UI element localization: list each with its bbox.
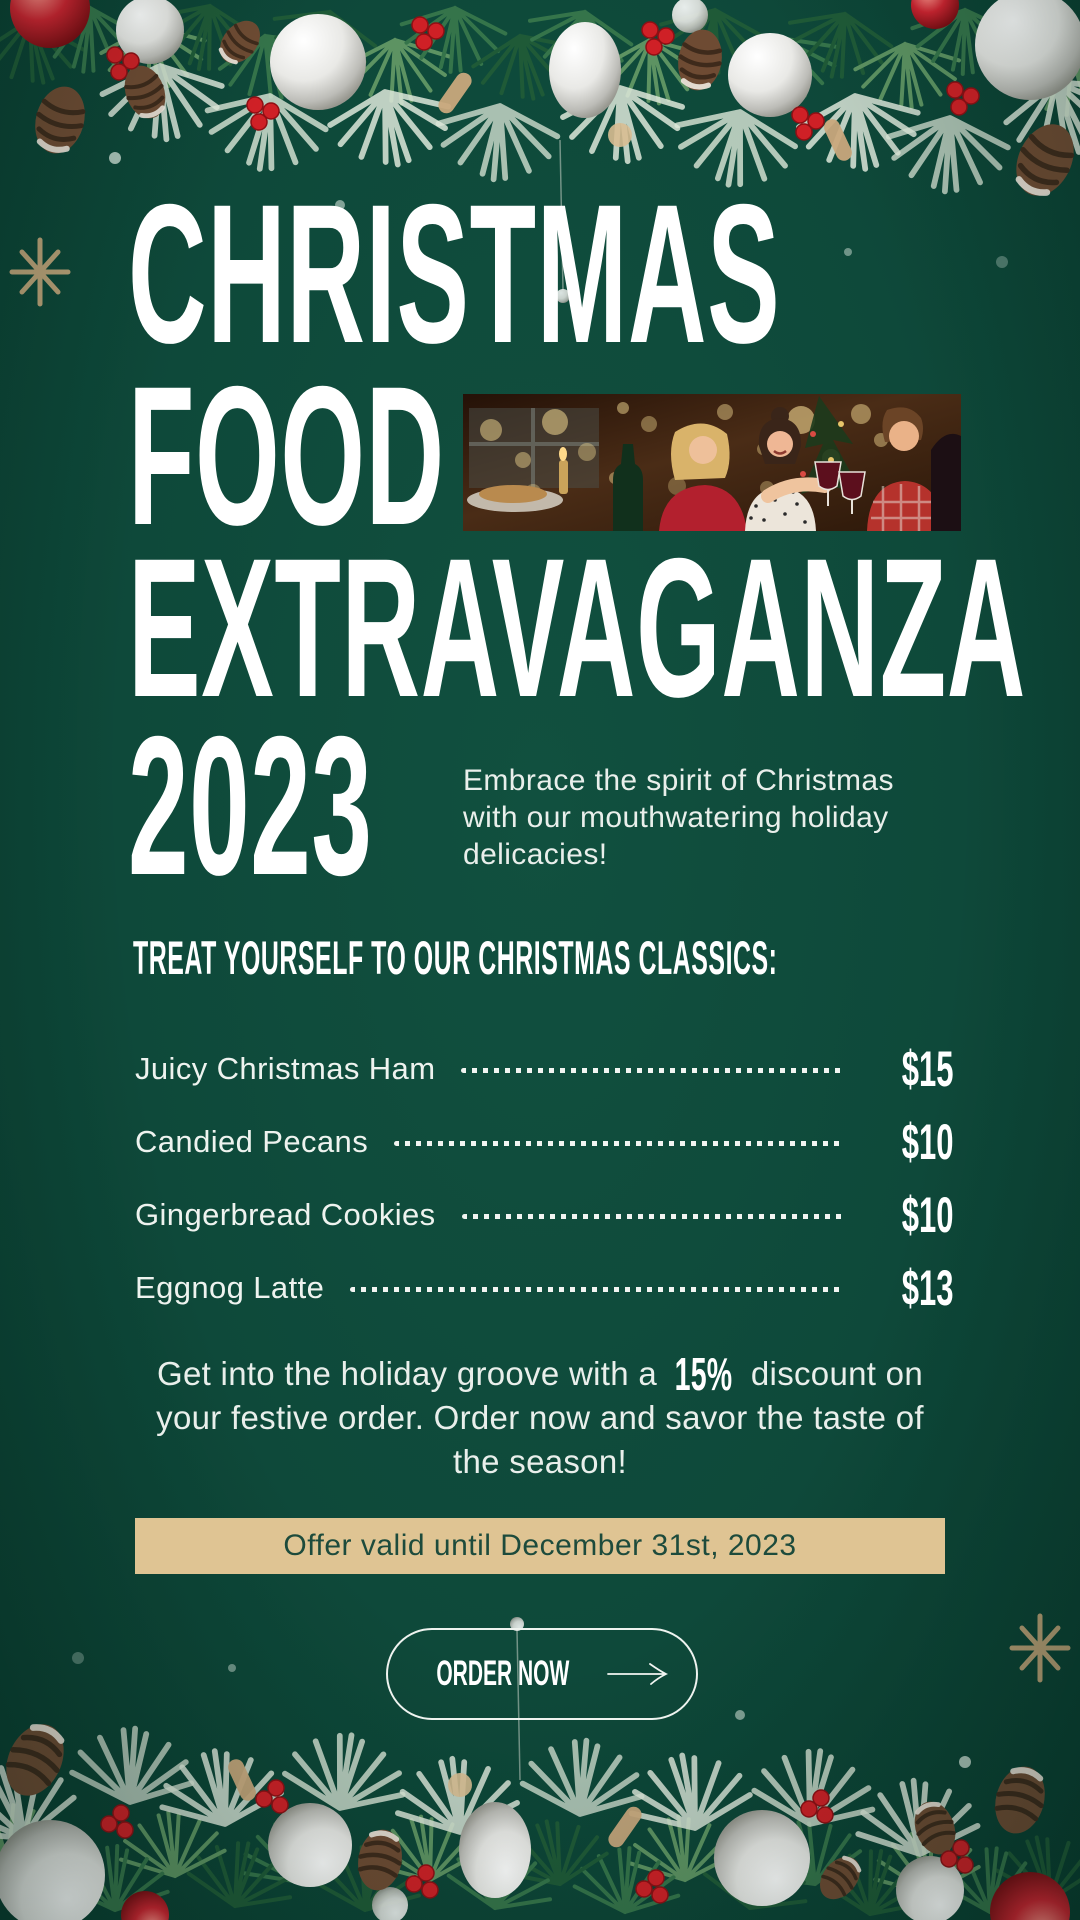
- page-title-line-2: FOOD: [128, 345, 445, 566]
- menu-heading: TREAT YOURSELF TO OUR CHRISTMAS CLASSICS…: [133, 931, 778, 984]
- subtitle-text: Embrace the spirit of Christmas with our…: [463, 764, 894, 871]
- dotted-leader: [461, 1214, 844, 1219]
- discount-percent: 15%: [675, 1348, 733, 1400]
- order-now-button[interactable]: ORDER NOW: [386, 1628, 698, 1720]
- menu-row: Eggnog Latte $13: [135, 1251, 953, 1324]
- photo-illustration: [463, 394, 961, 531]
- red-bauble-icon: [911, 0, 959, 29]
- promo-text-after: discount on your festive order. Order no…: [156, 1355, 924, 1480]
- hanging-ornament-icon: [556, 289, 570, 303]
- bokeh-dot-icon: [109, 152, 121, 164]
- menu-row: Candied Pecans $10: [135, 1105, 953, 1178]
- page-title-line-1: CHRISTMAS: [128, 163, 781, 384]
- promo-text: Get into the holiday groove with a 15% d…: [130, 1348, 950, 1484]
- red-bauble-icon: [10, 0, 90, 48]
- offer-validity-banner: Offer valid until December 31st, 2023: [135, 1518, 945, 1574]
- white-ornament-icon: [975, 0, 1080, 100]
- menu-item-name: Juicy Christmas Ham: [135, 1050, 436, 1086]
- gold-star-twig-icon: [9, 237, 71, 307]
- menu-item-price: $13: [901, 1259, 953, 1316]
- order-now-label: ORDER NOW: [436, 1654, 570, 1693]
- menu-item-price: $10: [901, 1186, 953, 1243]
- ornament-string-icon: [559, 139, 564, 291]
- gold-twig-icon: [438, 72, 472, 114]
- top-garland-decoration: [0, 0, 1080, 307]
- page-title-line-4: 2023: [128, 695, 373, 916]
- silver-bauble-icon: [672, 0, 708, 33]
- menu-row: Gingerbread Cookies $10: [135, 1178, 953, 1251]
- silver-bauble-icon: [116, 0, 184, 64]
- menu-item-price: $10: [901, 1113, 953, 1170]
- menu-item-name: Eggnog Latte: [135, 1269, 325, 1305]
- bokeh-dot-icon: [996, 256, 1008, 268]
- dotted-leader: [394, 1141, 844, 1146]
- white-ornament-icon: [728, 33, 812, 117]
- christmas-dinner-photo: [463, 394, 961, 531]
- menu-item-price: $15: [901, 1040, 953, 1097]
- menu-item-name: Gingerbread Cookies: [135, 1196, 436, 1232]
- white-ornament-icon: [549, 22, 621, 118]
- white-ornament-icon: [270, 14, 366, 110]
- gold-twig-icon: [824, 119, 852, 161]
- dotted-leader: [350, 1287, 844, 1292]
- menu-list: Juicy Christmas Ham $15 Candied Pecans $…: [135, 1032, 953, 1324]
- offer-validity-text: Offer valid until December 31st, 2023: [283, 1529, 797, 1562]
- page-title-line-3: EXTRAVAGANZA: [128, 517, 1026, 738]
- menu-row: Juicy Christmas Ham $15: [135, 1032, 953, 1105]
- pinecone-icon: [28, 81, 92, 159]
- arrow-right-icon: [606, 1663, 668, 1685]
- promo-text-before: Get into the holiday groove with a: [157, 1355, 667, 1392]
- bokeh-dot-icon: [335, 200, 345, 210]
- bokeh-dot-icon: [844, 248, 852, 256]
- holly-berries-icon: [641, 21, 675, 56]
- holly-berries-icon: [946, 81, 980, 116]
- menu-item-name: Candied Pecans: [135, 1123, 369, 1159]
- dotted-leader: [461, 1068, 844, 1073]
- gold-bead-icon: [608, 123, 632, 147]
